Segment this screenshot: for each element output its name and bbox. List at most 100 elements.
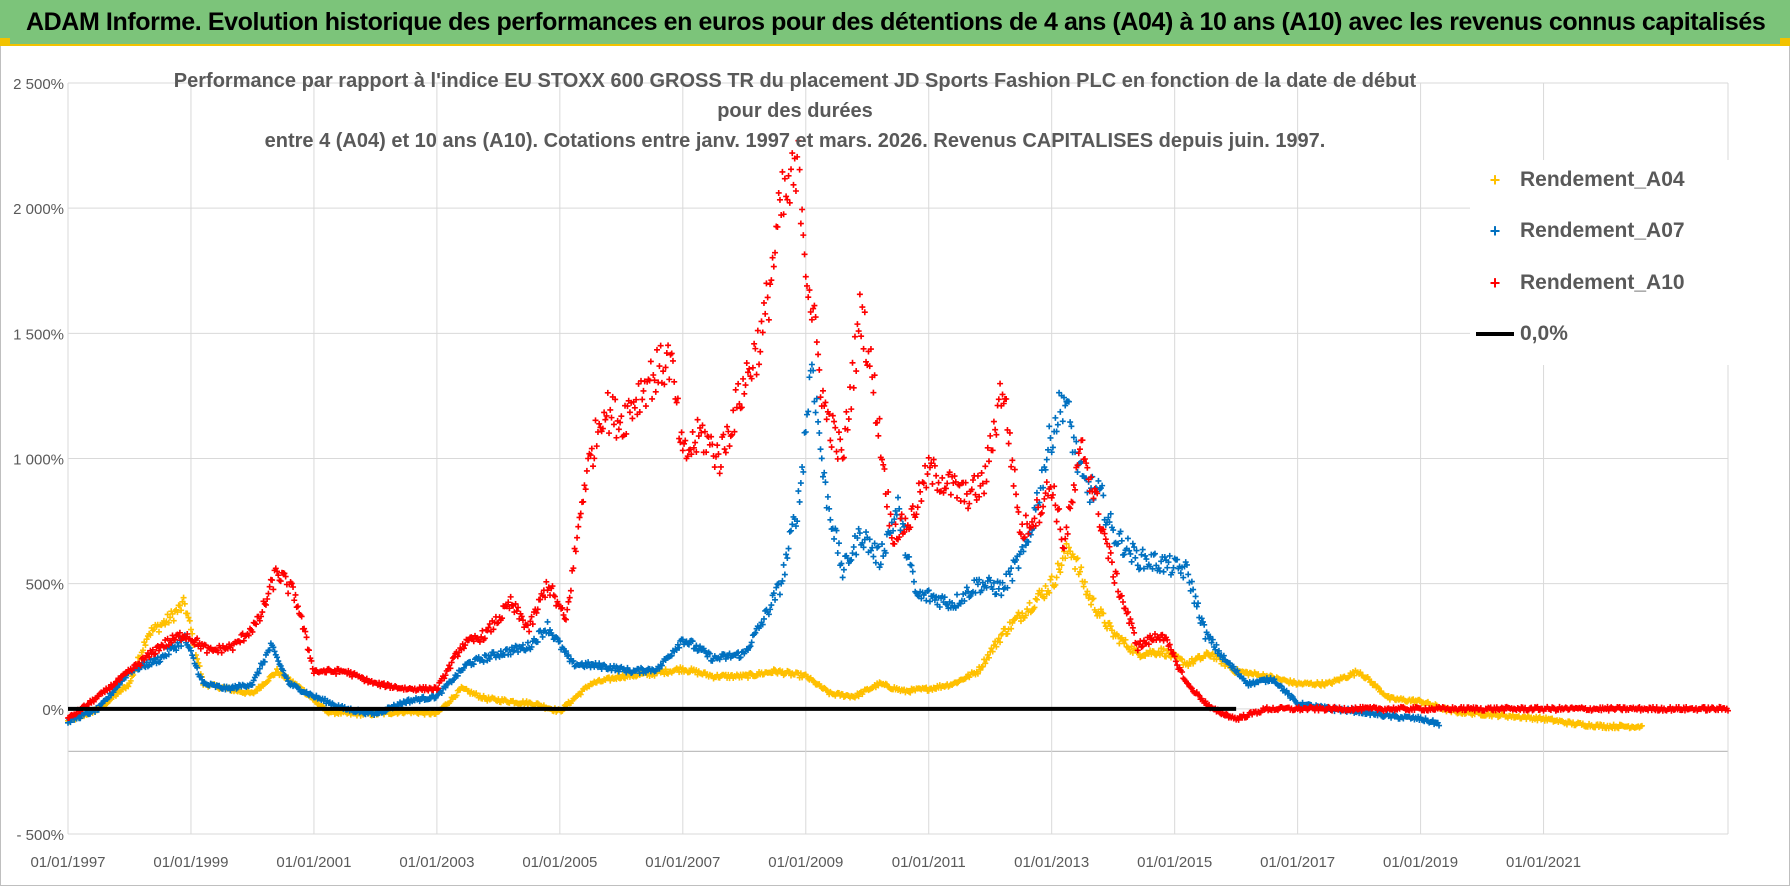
a10-point <box>639 396 646 403</box>
a07-point <box>834 550 841 557</box>
a04-point <box>1058 562 1065 569</box>
a10-point <box>647 358 654 365</box>
a10-point <box>596 420 603 427</box>
a07-point <box>1015 565 1022 572</box>
a07-point <box>976 576 983 583</box>
x-tick-label: 01/01/2013 <box>1014 854 1089 871</box>
x-tick-label: 01/01/1999 <box>153 854 228 871</box>
a10-point <box>987 432 994 439</box>
a07-point <box>909 568 916 575</box>
x-tick-label: 01/01/2017 <box>1260 854 1335 871</box>
a07-point <box>556 638 563 645</box>
a10-point <box>615 426 622 433</box>
series-rendement-a10 <box>65 137 1731 723</box>
a10-point <box>1065 504 1072 511</box>
a07-point <box>824 493 831 500</box>
a10-point <box>613 434 620 441</box>
a10-point <box>743 360 750 367</box>
a07-point <box>486 655 493 662</box>
a10-point <box>303 634 310 641</box>
a07-point <box>923 597 930 604</box>
a04-point <box>165 619 172 626</box>
a07-point <box>768 602 775 609</box>
a04-point <box>186 617 193 624</box>
x-tick-label: 01/01/2019 <box>1383 854 1458 871</box>
banner-corner-left <box>0 38 10 46</box>
a07-point <box>1004 584 1011 591</box>
a10-point <box>653 346 660 353</box>
a10-point <box>854 321 861 328</box>
x-tick-label: 01/01/2021 <box>1506 854 1581 871</box>
a10-point <box>203 649 210 656</box>
a04-point <box>1638 722 1645 729</box>
a07-point <box>926 598 933 605</box>
a07-point <box>528 643 535 650</box>
a10-point <box>106 686 113 693</box>
a07-point <box>570 657 577 664</box>
x-tick-label: 01/01/2011 <box>892 854 966 871</box>
a10-point <box>850 384 857 391</box>
a07-point <box>892 507 899 514</box>
a10-point <box>575 523 582 530</box>
a10-point <box>970 477 977 484</box>
a07-point <box>759 621 766 628</box>
a07-point <box>1106 519 1113 526</box>
a10-point <box>1013 491 1020 498</box>
a07-point <box>896 505 903 512</box>
a07-point <box>1117 528 1124 535</box>
a04-point <box>1046 589 1053 596</box>
a07-point <box>190 655 197 662</box>
a04-point <box>155 628 162 635</box>
a07-point <box>1151 550 1158 557</box>
a07-point <box>805 408 812 415</box>
a10-point <box>1076 446 1083 453</box>
a10-point <box>580 498 587 505</box>
a07-point <box>1006 571 1013 578</box>
a07-point <box>856 530 863 537</box>
a04-point <box>974 670 981 677</box>
a07-point <box>77 715 84 722</box>
a04-point <box>1009 619 1016 626</box>
a07-point <box>187 647 194 654</box>
a04-point <box>1090 595 1097 602</box>
a10-point <box>1079 437 1086 444</box>
a10-point <box>768 277 775 284</box>
a10-point <box>1022 512 1029 519</box>
a10-point <box>1120 598 1127 605</box>
a10-point <box>1014 504 1021 511</box>
a07-point <box>480 658 487 665</box>
a07-point <box>818 455 825 462</box>
a10-point <box>694 416 701 423</box>
a07-point <box>974 581 981 588</box>
chart-title-line1: Performance par rapport à l'indice EU ST… <box>173 70 1417 122</box>
a07-point <box>511 647 518 654</box>
a10-point <box>832 424 839 431</box>
a10-point <box>737 405 744 412</box>
y-tick-label: - 500% <box>16 827 64 844</box>
a07-point <box>839 574 846 581</box>
a10-point <box>929 480 936 487</box>
a10-point <box>813 339 820 346</box>
x-tick-label: 01/01/2005 <box>522 854 597 871</box>
a04-point <box>194 655 201 662</box>
legend-line-zero <box>1476 332 1514 336</box>
a07-point <box>821 469 828 476</box>
a07-point <box>1013 556 1020 563</box>
a07-point <box>871 540 878 547</box>
a10-point <box>799 206 806 213</box>
a07-point <box>786 528 793 535</box>
a07-point <box>693 642 700 649</box>
a07-point <box>1040 484 1047 491</box>
a10-point <box>883 503 890 510</box>
a04-point <box>265 677 272 684</box>
a10-point <box>735 380 742 387</box>
a07-point <box>1008 565 1015 572</box>
legend-label-a10: Rendement_A10 <box>1520 271 1685 294</box>
a07-point <box>1278 683 1285 690</box>
a07-point <box>658 662 665 669</box>
a07-point <box>819 473 826 480</box>
a04-point <box>162 621 169 628</box>
a07-point <box>549 632 556 639</box>
a07-point <box>1062 402 1069 409</box>
a10-point <box>583 467 590 474</box>
